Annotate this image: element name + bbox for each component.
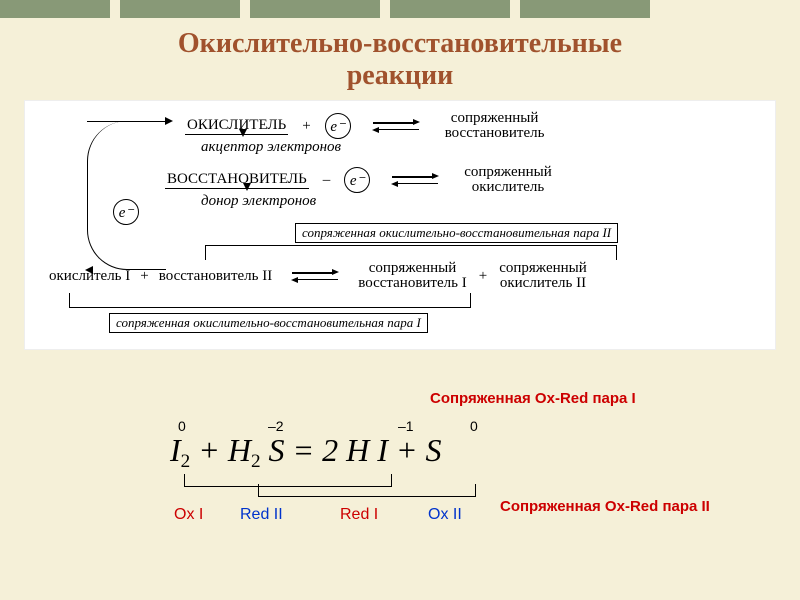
note-donor: донор электронов (201, 193, 316, 210)
conj-reducer: сопряженныйвосстановитель (445, 111, 545, 141)
electron-loop (87, 121, 166, 270)
plus-sign: + (302, 118, 310, 135)
arrow-down-icon (243, 183, 251, 191)
note-acceptor: акцептор электронов (201, 139, 341, 156)
minus-sign: – (323, 172, 331, 189)
reducer-label: ВОССТАНОВИТЕЛЬ (165, 171, 309, 189)
electron-icon: e⁻ (344, 167, 370, 193)
oxidizer-label: ОКИСЛИТЕЛЬ (185, 117, 288, 135)
bracket-red2-ox2 (258, 484, 476, 497)
equation-block: Сопряженная Ox-Red пара I Сопряженная Ox… (0, 390, 800, 550)
conj-oxidizer: сопряженныйокислитель (464, 165, 552, 195)
conjugate-pair-II-label: Сопряженная Ox-Red пара II (500, 498, 710, 515)
conjugate-pair-I-label: Сопряженная Ox-Red пара I (430, 390, 636, 407)
label-red1: Red I (340, 506, 378, 524)
plus-sign: + (140, 268, 148, 285)
tab-strip (120, 0, 240, 18)
title-line1: Окислительно-восстановительные (0, 28, 800, 60)
label-red2: Red II (240, 506, 283, 524)
bracket-pair-I (69, 293, 471, 308)
equilibrium-arrows-icon (392, 172, 438, 188)
red-II: восстановитель II (159, 268, 272, 285)
top-tabs (0, 0, 800, 18)
tab-strip (250, 0, 380, 18)
charge-S: 0 (470, 418, 478, 434)
title-line2: реакции (0, 60, 800, 92)
row-reaction: окислитель I + восстановитель II сопряже… (49, 261, 587, 291)
row-reducer: ВОССТАНОВИТЕЛЬ – e⁻ сопряженныйокислител… (165, 165, 552, 195)
conj-pair-I-box: сопряженная окислительно-восстановительн… (109, 313, 428, 333)
redox-diagram: ОКИСЛИТЕЛЬ + e⁻ сопряженныйвосстановител… (24, 100, 776, 350)
slide-title: Окислительно-восстановительные реакции (0, 18, 800, 92)
equilibrium-arrows-icon (292, 268, 338, 284)
plus-sign: + (479, 268, 487, 285)
conj-red-I: сопряженныйвосстановитель I (358, 261, 467, 291)
bracket-pair-II (205, 245, 617, 260)
electron-icon: e⁻ (325, 113, 351, 139)
arrow-down-icon (239, 129, 247, 137)
label-ox2: Ox II (428, 506, 462, 524)
tab-strip (520, 0, 650, 18)
chemical-equation: I2 + H2 S = 2 H I + S (170, 432, 442, 473)
conj-ox-II: сопряженныйокислитель II (499, 261, 587, 291)
label-ox1: Ox I (174, 506, 203, 524)
tab-strip (390, 0, 510, 18)
oxid-I: окислитель I (49, 268, 130, 285)
tab-strip (0, 0, 110, 18)
arrow-right-icon (165, 117, 173, 125)
equilibrium-arrows-icon (373, 118, 419, 134)
conj-pair-II-box: сопряженная окислительно-восстановительн… (295, 223, 618, 243)
electron-loop-top (87, 121, 165, 132)
